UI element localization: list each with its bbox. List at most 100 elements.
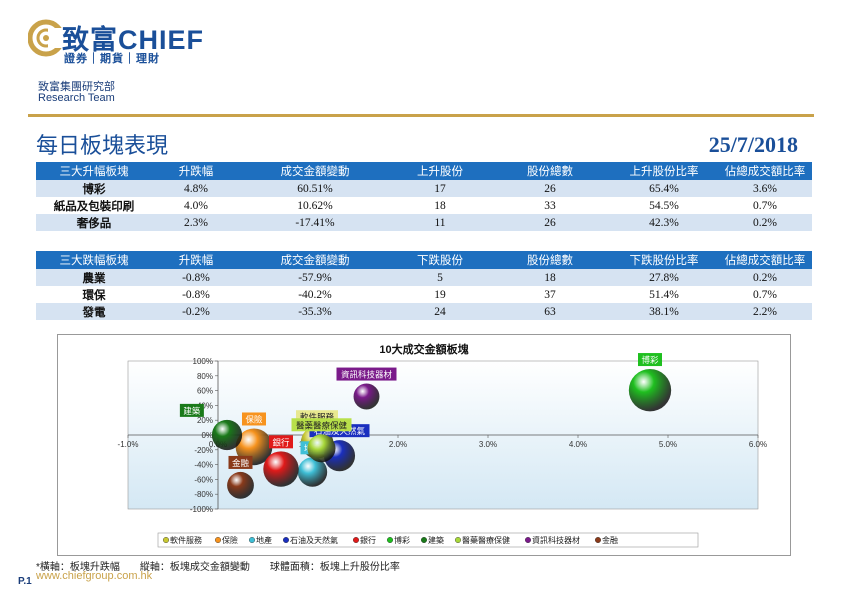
table-cell: -17.41% <box>240 214 390 231</box>
top-sectors-table: 三大升幅板塊 升跌幅 成交金額變動 上升股份 股份總數 上升股份比率 佔總成交額… <box>36 162 812 231</box>
table-cell: 11 <box>390 214 490 231</box>
y-tick-label: 20% <box>197 416 213 425</box>
table-cell: 0.7% <box>753 199 777 212</box>
x-tick-label: 2.0% <box>389 440 407 449</box>
table-cell: 51.4% <box>649 288 679 301</box>
column-header: 下跌股份 <box>390 251 490 269</box>
bubble-label-box <box>269 435 293 449</box>
x-tick-label: 5.0% <box>659 440 677 449</box>
table-cell: 4.8% <box>152 180 240 197</box>
table-row: 博彩 4.8% 60.51% 17 26 65.4% 3.6% <box>36 180 812 197</box>
column-header: 佔總成交額比率 <box>718 162 812 180</box>
legend-marker <box>387 536 394 543</box>
sector-name: 環保 <box>82 289 106 302</box>
table-cell: 3.6% <box>718 180 812 197</box>
y-tick-label: 100% <box>193 357 213 366</box>
legend-marker <box>282 536 289 543</box>
bubble-label: 金融 <box>232 458 250 468</box>
bubble-4 <box>263 451 299 487</box>
table-row: 發電 -0.2% -35.3% 24 63 38.1% 2.2% <box>36 303 812 320</box>
bubble-label: 保險 <box>245 414 263 424</box>
table-cell: 42.3% <box>610 214 718 231</box>
table-cell: 54.5% <box>649 199 679 212</box>
y-tick-label: -100% <box>190 505 213 514</box>
y-tick-label: -60% <box>194 475 213 484</box>
column-header: 三大升幅板塊 <box>36 162 152 180</box>
column-header: 成交金額變動 <box>240 251 390 269</box>
table-cell: 33 <box>544 199 556 212</box>
legend-entry: 保險 <box>222 535 238 545</box>
y-tick-label: 60% <box>197 387 213 396</box>
y-tick-label: 80% <box>197 372 213 381</box>
bubble-label: 銀行 <box>272 437 290 447</box>
table-cell: 10.62% <box>297 199 333 212</box>
table-cell: 19 <box>434 288 446 301</box>
legend-entry: 建築 <box>428 535 444 545</box>
column-header: 上升股份 <box>390 162 490 180</box>
table-cell: 65.4% <box>610 180 718 197</box>
table-cell: 18 <box>434 199 446 212</box>
report-date: 25/7/2018 <box>708 132 798 157</box>
table-cell: -0.2% <box>152 303 240 320</box>
sector-name: 發電 <box>36 303 152 320</box>
bubble-label: 建築 <box>183 406 201 416</box>
bubble-label: 資訊科技器材 <box>341 370 393 380</box>
bubble-label-box <box>228 455 253 469</box>
bubble-label-box <box>638 353 662 367</box>
legend-entry: 銀行 <box>360 535 376 545</box>
y-tick-label: 40% <box>197 401 213 410</box>
x-tick-label: 6.0% <box>749 440 767 449</box>
table-cell: 27.8% <box>610 269 718 286</box>
bubble-2 <box>297 457 328 487</box>
bubble-chart-panel: 10大成交金額板塊 -1.0%0.0%1.0%2.0%3.0%4.0%5.0%6… <box>57 334 791 556</box>
chart-footnote: *橫軸：板塊升跌幅 縱軸：板塊成交金額變動 球體面積：板塊上升股份比率 <box>36 562 400 573</box>
legend-entry: 軟件服務 <box>170 535 202 545</box>
bubble-label: 軟件服務 <box>300 412 335 422</box>
legend-marker <box>162 536 169 543</box>
y-tick-label: -20% <box>194 446 213 455</box>
x-tick-label: 3.0% <box>479 440 497 449</box>
sector-name: 奢侈品 <box>36 214 152 231</box>
bottom-sectors-table: 三大跌幅板塊 升跌幅 成交金額變動 下跌股份 股份總數 下跌股份比率 佔總成交額… <box>36 251 812 320</box>
column-header: 上升股份比率 <box>610 162 718 180</box>
table-cell: 0.2% <box>718 269 812 286</box>
legend-entry: 金融 <box>602 535 618 545</box>
column-header: 升跌幅 <box>152 162 240 180</box>
legend-marker <box>353 536 360 543</box>
legend-marker <box>525 536 532 543</box>
column-header: 股份總數 <box>490 162 610 180</box>
table-cell: 38.1% <box>610 303 718 320</box>
bubble-label: 醫藥醫療保健 <box>296 420 348 430</box>
page-title: 每日板塊表現 <box>36 133 169 158</box>
legend-marker <box>248 536 255 543</box>
sector-name: 博彩 <box>36 180 152 197</box>
legend-entry: 醫藥醫療保健 <box>462 535 510 545</box>
table-cell: 18 <box>490 269 610 286</box>
table-row: 環保 -0.8% -40.2% 19 37 51.4% 0.7% <box>36 286 812 303</box>
table-cell: -0.8% <box>182 288 210 301</box>
table-cell: 24 <box>390 303 490 320</box>
table-cell: 2.3% <box>152 214 240 231</box>
table-row: 奢侈品 2.3% -17.41% 11 26 42.3% 0.2% <box>36 214 812 231</box>
column-header: 股份總數 <box>490 251 610 269</box>
legend-marker <box>595 536 602 543</box>
column-header: 升跌幅 <box>152 251 240 269</box>
x-tick-label: 4.0% <box>569 440 587 449</box>
website-link[interactable]: www.chiefgroup.com.hk <box>36 570 153 582</box>
table-cell: 17 <box>390 180 490 197</box>
table-cell: 26 <box>490 180 610 197</box>
legend-marker <box>421 536 428 543</box>
company-logo-icon <box>28 19 64 57</box>
bubble-label: 博彩 <box>641 355 659 365</box>
bubble-label-box <box>291 418 352 432</box>
table-cell: 0.7% <box>753 288 777 301</box>
sector-name: 農業 <box>36 269 152 286</box>
bubble-label-box <box>179 403 204 417</box>
table-cell: 60.51% <box>240 180 390 197</box>
table-cell: 2.2% <box>718 303 812 320</box>
brand-name: 致富CHIEF <box>62 25 204 55</box>
legend-entry: 石油及天然氣 <box>290 535 338 545</box>
table-row: 農業 -0.8% -57.9% 5 18 27.8% 0.2% <box>36 269 812 286</box>
column-header: 佔總成交額比率 <box>718 251 812 269</box>
bubble-7 <box>307 434 336 463</box>
